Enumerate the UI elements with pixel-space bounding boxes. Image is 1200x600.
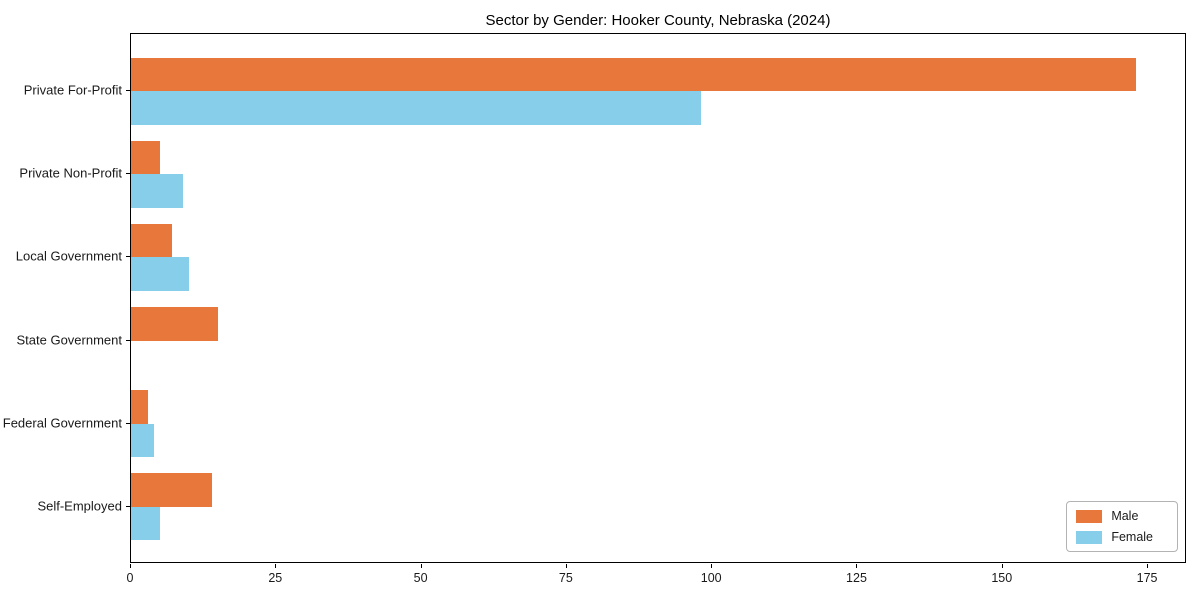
x-tick-mark [420,564,422,568]
x-tick-mark [1001,564,1003,568]
y-tick-mark [126,173,130,175]
x-tick-mark [711,564,713,568]
x-tick-label-50: 50 [413,571,428,585]
y-tick-mark [126,422,130,424]
bar-female-local-government [131,257,190,291]
legend-label-male: Male [1111,509,1139,523]
x-tick-mark [565,564,567,568]
x-tick-label-125: 125 [846,571,867,585]
x-tick-label-75: 75 [558,571,573,585]
x-tick-mark [1147,564,1149,568]
y-tick-mark [126,256,130,258]
x-tick-label-150: 150 [991,571,1013,585]
category-label-private-non-profit: Private Non-Profit [19,165,122,181]
category-label-private-for-profit: Private For-Profit [23,82,122,98]
bar-female-private-non-profit [131,174,184,208]
category-label-self-employed: Self-Employed [37,498,122,514]
bar-female-self-employed [131,506,161,540]
bar-male-self-employed [131,473,213,507]
x-tick-label-25: 25 [268,571,283,585]
bar-male-state-government [131,307,219,341]
y-tick-mark [126,339,130,341]
y-tick-mark [126,505,130,507]
bar-female-federal-government [131,423,155,457]
bar-male-local-government [131,224,172,258]
category-label-federal-government: Federal Government [2,415,122,431]
bar-male-private-non-profit [131,141,161,175]
x-tick-label-0: 0 [126,571,134,585]
legend-swatch-female [1076,530,1103,544]
legend-swatch-male [1076,509,1103,523]
category-label-state-government: State Government [16,332,123,348]
legend-label-female: Female [1111,530,1153,544]
x-tick-label-100: 100 [700,571,722,585]
plot-area: Male Female [130,33,1186,563]
legend-item-male: Male [1076,509,1167,523]
legend-item-female: Female [1076,530,1167,544]
x-tick-mark [275,564,277,568]
legend: Male Female [1066,501,1178,552]
category-label-local-government: Local Government [15,248,122,264]
bar-female-private-for-profit [131,91,701,125]
x-tick-label-175: 175 [1136,571,1158,585]
x-tick-mark [856,564,858,568]
chart-title: Sector by Gender: Hooker County, Nebrask… [485,12,831,29]
y-tick-mark [126,90,130,92]
bar-male-federal-government [131,390,149,424]
bar-male-private-for-profit [131,58,1137,92]
x-tick-mark [130,564,131,568]
